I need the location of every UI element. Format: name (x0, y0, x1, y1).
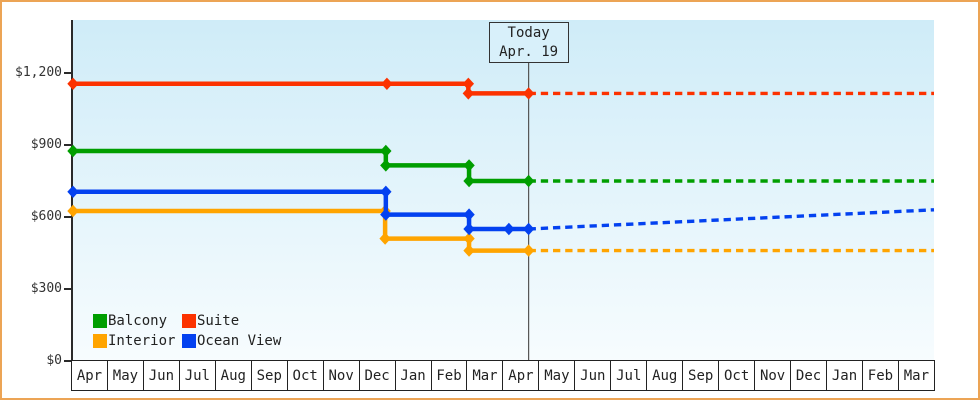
today-marker-box: Today Apr. 19 (488, 22, 569, 63)
month-cell: Oct (718, 360, 756, 391)
month-cell: Oct (286, 360, 324, 391)
y-tick-label: $0 (46, 353, 62, 368)
month-cell: May (538, 360, 576, 391)
legend: Balcony Suite Interior Ocean View (93, 312, 282, 349)
interior-marker (463, 244, 475, 257)
ocean-view-marker (463, 208, 475, 221)
legend-item-suite: Suite (182, 312, 281, 329)
ocean-view-marker (503, 222, 515, 236)
month-cell: May (106, 360, 144, 391)
ocean-view-marker (67, 185, 79, 198)
ocean-view-forecast-line (528, 208, 935, 231)
today-date: Apr. 19 (499, 44, 559, 60)
legend-item-balcony: Balcony (93, 312, 182, 329)
y-tick-label: $900 (30, 137, 62, 152)
month-cell: Mar (897, 360, 935, 391)
month-cell: Jun (574, 360, 612, 391)
legend-swatch-balcony-icon (93, 313, 107, 328)
month-cell: Feb (861, 360, 899, 391)
month-cell: Sep (250, 360, 288, 391)
balcony-marker (380, 144, 392, 158)
x-axis-month-row: Apr May Jun Jul Aug Sep Oct Nov Dec Jan Feb Mar Apr M… (71, 360, 935, 391)
suite-marker (67, 77, 79, 90)
interior-marker (463, 232, 475, 245)
balcony-marker (67, 144, 79, 158)
month-cell: Nov (754, 360, 792, 391)
ocean-view-marker (380, 185, 392, 198)
legend-item-interior: Interior (93, 332, 182, 349)
ocean-view-marker (522, 222, 535, 236)
legend-swatch-interior-icon (93, 333, 107, 348)
y-tick-label: $300 (30, 281, 62, 296)
legend-label: Balcony (108, 312, 168, 329)
month-cell: Apr (502, 360, 540, 391)
legend-label: Interior (108, 332, 176, 349)
month-cell: Sep (682, 360, 720, 391)
legend-swatch-ocean-view-icon (182, 333, 196, 348)
legend-label: Suite (197, 312, 240, 329)
month-cell: Jan (826, 360, 863, 391)
month-cell: Jul (610, 360, 648, 391)
y-tick-label: $1,200 (15, 65, 62, 80)
interior-marker (379, 232, 391, 245)
month-cell: Jul (178, 360, 216, 391)
suite-marker (522, 87, 535, 100)
balcony-marker (463, 159, 475, 172)
interior-marker (67, 204, 79, 218)
month-cell: Aug (646, 360, 684, 391)
interior-marker (522, 244, 535, 257)
legend-swatch-suite-icon (182, 313, 196, 328)
y-tick-label: $600 (30, 209, 62, 224)
legend-item-ocean-view: Ocean View (182, 332, 282, 349)
month-cell: Feb (430, 360, 468, 391)
balcony-marker (380, 159, 392, 172)
balcony-marker (463, 174, 475, 188)
suite-marker (462, 87, 475, 100)
legend-label: Ocean View (197, 332, 282, 349)
today-label: Today (507, 25, 550, 41)
month-cell: Dec (358, 360, 396, 391)
month-cell: Dec (790, 360, 828, 391)
month-cell: Nov (322, 360, 360, 391)
month-cell: Mar (466, 360, 504, 391)
ocean-view-marker (463, 222, 475, 236)
month-cell: Aug (214, 360, 252, 391)
balcony-marker (522, 174, 535, 188)
month-cell: Jun (142, 360, 180, 391)
month-cell: Jan (394, 360, 432, 391)
ocean-view-marker (380, 208, 392, 221)
month-cell: Apr (71, 360, 108, 391)
interior-line (73, 208, 529, 253)
suite-marker (462, 77, 475, 90)
suite-marker (381, 77, 393, 90)
balcony-line (73, 148, 529, 184)
